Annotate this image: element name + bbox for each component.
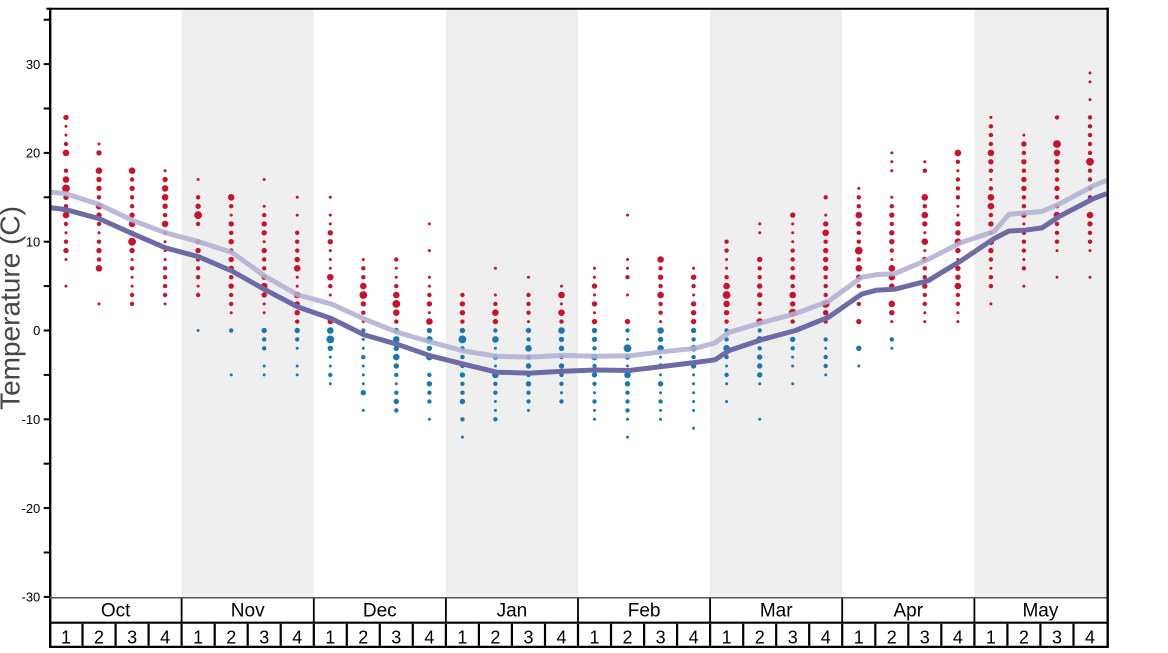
- svg-text:Dec: Dec: [363, 601, 397, 622]
- svg-text:Jan: Jan: [497, 601, 528, 622]
- svg-text:-30: -30: [22, 590, 41, 605]
- svg-text:4: 4: [160, 628, 170, 648]
- svg-text:May: May: [1022, 601, 1058, 622]
- svg-text:30: 30: [26, 57, 40, 72]
- svg-text:Feb: Feb: [628, 601, 661, 622]
- svg-text:2: 2: [755, 628, 765, 648]
- svg-text:4: 4: [556, 628, 566, 648]
- svg-text:2: 2: [94, 628, 104, 648]
- svg-text:3: 3: [127, 628, 137, 648]
- svg-text:1: 1: [986, 628, 996, 648]
- svg-text:4: 4: [292, 628, 302, 648]
- svg-text:3: 3: [788, 628, 798, 648]
- svg-text:1: 1: [61, 628, 71, 648]
- svg-text:1: 1: [854, 628, 864, 648]
- svg-text:1: 1: [193, 628, 203, 648]
- svg-text:3: 3: [920, 628, 930, 648]
- svg-text:4: 4: [953, 628, 963, 648]
- svg-text:2: 2: [1019, 628, 1029, 648]
- svg-text:3: 3: [391, 628, 401, 648]
- svg-text:Apr: Apr: [894, 601, 924, 622]
- svg-text:Nov: Nov: [231, 601, 265, 622]
- svg-text:2: 2: [226, 628, 236, 648]
- svg-text:4: 4: [689, 628, 699, 648]
- svg-text:Oct: Oct: [101, 601, 131, 622]
- svg-text:2: 2: [622, 628, 632, 648]
- svg-text:4: 4: [424, 628, 434, 648]
- svg-text:3: 3: [656, 628, 666, 648]
- svg-text:10: 10: [26, 234, 40, 249]
- svg-text:20: 20: [26, 146, 40, 161]
- svg-text:4: 4: [1085, 628, 1095, 648]
- svg-text:3: 3: [1052, 628, 1062, 648]
- svg-text:-20: -20: [22, 501, 41, 516]
- svg-text:4: 4: [821, 628, 831, 648]
- svg-text:2: 2: [490, 628, 500, 648]
- svg-text:0: 0: [33, 323, 40, 338]
- svg-text:2: 2: [887, 628, 897, 648]
- svg-text:1: 1: [457, 628, 467, 648]
- svg-text:-10: -10: [22, 412, 41, 427]
- svg-text:1: 1: [722, 628, 732, 648]
- svg-text:2: 2: [358, 628, 368, 648]
- svg-text:3: 3: [523, 628, 533, 648]
- svg-text:Mar: Mar: [760, 601, 793, 622]
- svg-text:3: 3: [259, 628, 269, 648]
- svg-text:1: 1: [325, 628, 335, 648]
- svg-text:1: 1: [589, 628, 599, 648]
- svg-text:Temperature (C): Temperature (C): [0, 206, 26, 410]
